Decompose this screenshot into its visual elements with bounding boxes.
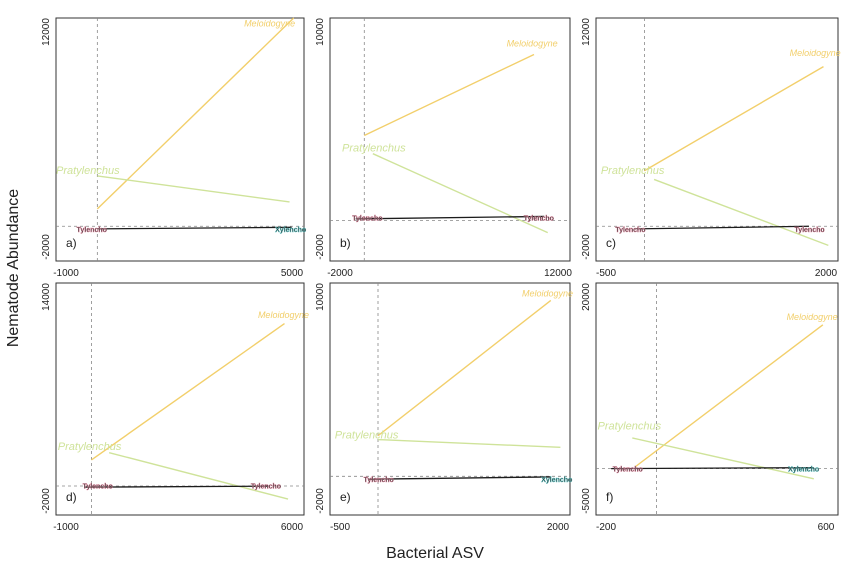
pratylenchus-label: Pratylenchus: [58, 441, 122, 453]
tylencho-label: Tylencho: [352, 215, 382, 222]
panel-4: Meloidogyne Pratylenchus Tylencho Tylencho -…: [41, 282, 309, 533]
panel-letter: f): [606, 490, 613, 504]
y-tick-label: 12000: [581, 18, 592, 46]
x-tick-label: -1000: [53, 522, 79, 533]
y-tick-label: 20000: [581, 283, 592, 311]
meloidogyne-label: Meloidogyne: [258, 310, 309, 320]
x-tick-label: 600: [818, 522, 835, 533]
pratylenchus-line: [377, 438, 561, 449]
x-tick-label: 12000: [544, 268, 572, 279]
panel-letter: c): [606, 236, 616, 250]
x-tick-label: 6000: [281, 522, 304, 533]
pratylenchus-label: Pratylenchus: [335, 430, 399, 442]
y-tick-label: -2000: [315, 488, 326, 514]
x-tick-label: -500: [596, 268, 616, 279]
y-tick-label: 10000: [315, 283, 326, 311]
meloidogyne-label: Meloidogyne: [244, 19, 295, 29]
y-tick-label: 12000: [41, 18, 52, 46]
meloidogyne-label: Meloidogyne: [790, 48, 841, 58]
y-tick-label: -2000: [41, 488, 52, 514]
pratylenchus-line: [372, 153, 549, 234]
meloidogyne-line: [377, 299, 552, 437]
xylencho-label: Xylencho: [788, 467, 819, 474]
x-tick-label: 2000: [547, 522, 570, 533]
plot-frame: [595, 282, 839, 516]
plot-frame: [595, 17, 839, 262]
tylencho-label: Tylencho: [524, 215, 554, 222]
panel-letter: d): [66, 490, 77, 504]
meloidogyne-label: Meloidogyne: [787, 312, 838, 322]
pratylenchus-label: Pratylenchus: [56, 165, 120, 177]
tylencho-label: Tylencho: [794, 227, 824, 234]
xylencho-label: Xylencho: [541, 477, 572, 484]
meloidogyne-label: Meloidogyne: [522, 289, 573, 299]
meloidogyne-label: Meloidogyne: [507, 38, 558, 48]
y-tick-label: 10000: [315, 18, 326, 46]
panel-3: Meloidogyne Pratylenchus Tylencho Tylencho -…: [581, 17, 841, 279]
panel-1: Meloidogyne Pratylenchus Tylencho Xylencho -…: [41, 17, 306, 279]
tylencho-label: Tylencho: [83, 484, 113, 491]
x-tick-label: -1000: [53, 268, 79, 279]
meloidogyne-line: [91, 323, 285, 461]
tylencho-label: Tylencho: [613, 467, 643, 474]
baseline-line: [611, 467, 814, 470]
y-axis-title: Nematode Abundance: [5, 189, 22, 347]
xylencho-label: Xylencho: [275, 227, 306, 234]
panel-letter: e): [340, 490, 351, 504]
tylencho-label: Tylencho: [615, 227, 645, 234]
meloidogyne-line: [644, 65, 824, 172]
x-tick-label: -200: [596, 522, 616, 533]
pratylenchus-label: Pratylenchus: [598, 421, 662, 433]
y-tick-label: -2000: [315, 234, 326, 260]
panel-2: Meloidogyne Pratylenchus Tylencho Tylencho -…: [315, 17, 572, 279]
panel-5: Meloidogyne Pratylenchus Tylencho Xylencho -…: [315, 282, 573, 533]
y-tick-label: 14000: [41, 283, 52, 311]
x-tick-label: 5000: [281, 268, 304, 279]
tylencho-label: Tylencho: [364, 477, 394, 484]
y-tick-label: -2000: [581, 234, 592, 260]
pratylenchus-label: Pratylenchus: [601, 165, 665, 177]
x-tick-label: -500: [330, 522, 350, 533]
baseline-line: [368, 476, 551, 480]
baseline-line: [634, 225, 809, 230]
x-tick-label: -2000: [327, 268, 353, 279]
x-axis-title: Bacterial ASV: [386, 545, 484, 562]
pratylenchus-line: [632, 437, 814, 480]
pratylenchus-line: [108, 451, 289, 500]
y-tick-label: -5000: [581, 488, 592, 514]
meloidogyne-line: [634, 324, 824, 468]
x-tick-label: 2000: [815, 268, 838, 279]
tylencho-label: Tylencho: [251, 484, 281, 491]
baseline-line: [97, 226, 292, 230]
panel-6: Meloidogyne Pratylenchus Tylencho Xylencho -…: [581, 282, 839, 533]
meloidogyne-line: [363, 53, 535, 137]
plot-frame: [55, 282, 305, 516]
baseline-line: [355, 215, 545, 220]
plot-frame: [55, 17, 305, 262]
panel-letter: a): [66, 236, 77, 250]
pratylenchus-line: [97, 175, 290, 203]
tylencho-label: Tylencho: [77, 227, 107, 234]
pratylenchus-line: [653, 178, 829, 247]
baseline-line: [84, 485, 269, 488]
panel-letter: b): [340, 236, 351, 250]
y-tick-label: -2000: [41, 234, 52, 260]
pratylenchus-label: Pratylenchus: [342, 143, 406, 155]
meloidogyne-line: [96, 17, 295, 210]
